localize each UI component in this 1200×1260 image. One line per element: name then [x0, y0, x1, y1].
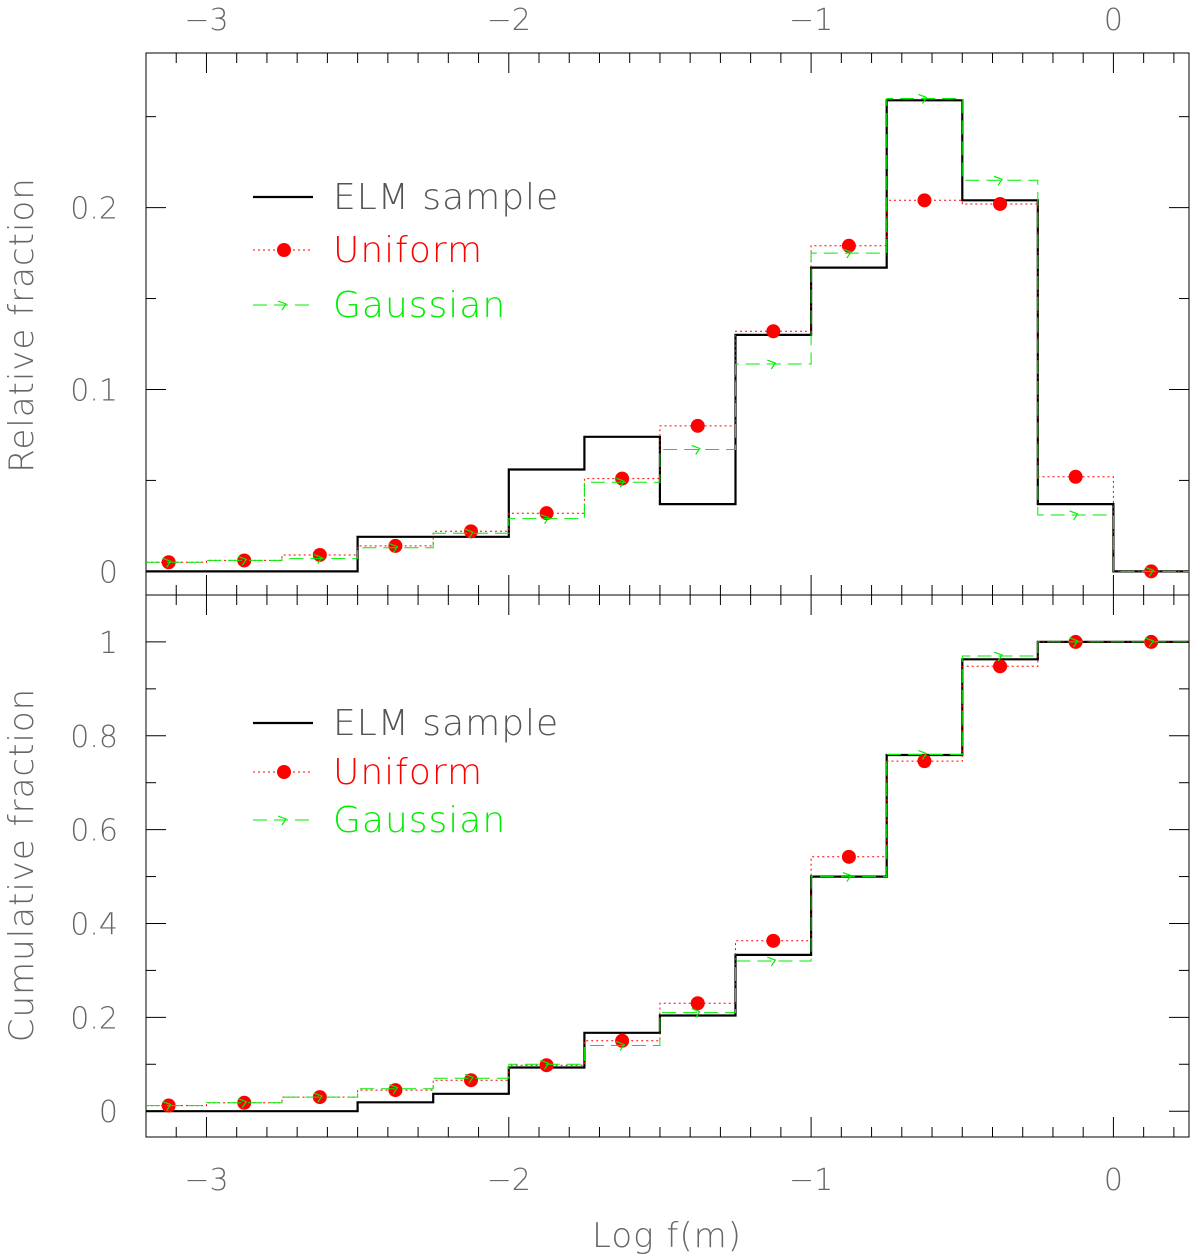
gaussian-point — [389, 1084, 399, 1095]
x-tick-label-bottom: −1 — [789, 1163, 833, 1198]
legend-gaussian-label: Gaussian — [333, 285, 506, 326]
gaussian-point — [842, 248, 852, 259]
y-tick-label: 0 — [99, 1095, 118, 1130]
uniform-point — [917, 754, 932, 769]
uniform-point — [1068, 469, 1083, 484]
gaussian-point — [313, 1092, 323, 1103]
x-tick-label-top: 0 — [1104, 3, 1123, 38]
x-tick-label-top: −2 — [487, 3, 531, 38]
legend-gaussian-label: Gaussian — [333, 800, 506, 841]
legend-gaussian-marker — [277, 300, 287, 311]
legend-gaussian-marker — [277, 815, 287, 826]
uniform-point — [993, 196, 1008, 211]
uniform-step-line — [146, 199, 1189, 572]
gaussian-point — [615, 477, 626, 488]
relative-fraction-panel: 0 0.1 0.2 −3 −2 −1 0 ELM sample Uniform Gaussian — [70, 3, 1190, 596]
x-tick-label-bottom: −2 — [487, 1163, 531, 1198]
elm-sample-step-line — [146, 99, 1189, 573]
gaussian-point — [464, 528, 474, 539]
uniform-point — [766, 933, 781, 948]
legend-uniform-label: Uniform — [333, 230, 483, 271]
gaussian-point — [767, 956, 777, 967]
uniform-point — [841, 849, 856, 864]
gaussian-point — [691, 1008, 701, 1018]
y-tick-label: 0.2 — [70, 192, 118, 227]
gaussian-point — [918, 93, 928, 104]
x-axis-label: Log f(m) — [592, 1216, 742, 1256]
plot-frame — [145, 594, 1190, 1138]
uniform-step-line — [146, 641, 1189, 1107]
y-axis-label-relative: Relative fraction — [2, 177, 42, 473]
gaussian-point — [540, 514, 550, 524]
legend-uniform-marker — [277, 765, 291, 779]
uniform-point — [917, 193, 932, 208]
x-tick-label-bottom: 0 — [1104, 1163, 1123, 1198]
legend-elm-sample-label: ELM sample — [333, 177, 559, 218]
uniform-point — [615, 1033, 630, 1048]
gaussian-point — [313, 554, 323, 564]
x-tick-label-top: −3 — [184, 3, 228, 38]
gaussian-point — [1144, 566, 1155, 577]
uniform-point — [690, 418, 705, 433]
gaussian-point — [464, 1073, 474, 1084]
gaussian-point — [615, 1040, 626, 1051]
legend-elm-sample-label: ELM sample — [333, 703, 559, 744]
gaussian-point — [162, 1100, 172, 1111]
gaussian-point — [238, 1098, 248, 1109]
plot-frame — [145, 52, 1190, 596]
uniform-point — [841, 238, 856, 253]
gaussian-point — [1069, 510, 1079, 521]
gaussian-point — [842, 871, 852, 882]
y-tick-label: 1 — [99, 626, 118, 661]
y-tick-label: 0 — [99, 555, 118, 590]
legend-uniform-marker — [277, 243, 291, 257]
gaussian-point — [162, 557, 172, 568]
legend-uniform-label: Uniform — [333, 752, 483, 793]
gaussian-point — [540, 1059, 550, 1070]
gaussian-point — [1069, 637, 1079, 648]
y-tick-label: 0.4 — [70, 907, 118, 942]
x-tick-label-bottom: −3 — [184, 1163, 228, 1198]
gaussian-point — [1144, 637, 1155, 648]
y-tick-label: 0.2 — [70, 1001, 118, 1036]
cumulative-fraction-panel: 0 0.2 0.4 0.6 0.8 1 −3 −2 −1 0 ELM sample Uniform Ga… — [70, 594, 1190, 1198]
gaussian-step-line — [146, 98, 1189, 572]
gaussian-point — [918, 749, 928, 760]
gaussian-point — [767, 359, 777, 370]
gaussian-point — [238, 555, 248, 566]
uniform-point — [539, 506, 554, 521]
uniform-point — [993, 659, 1008, 674]
x-tick-label-top: −1 — [789, 3, 833, 38]
gaussian-step-line — [146, 641, 1189, 1107]
gaussian-point — [389, 543, 399, 554]
gaussian-point — [993, 651, 1003, 662]
y-tick-label: 0.8 — [70, 720, 118, 755]
y-tick-label: 0.1 — [70, 373, 118, 408]
uniform-point — [690, 996, 705, 1011]
uniform-point — [766, 324, 781, 339]
y-tick-label: 0.6 — [70, 814, 118, 849]
elm-sample-step-line — [146, 640, 1189, 1113]
gaussian-point — [691, 444, 701, 455]
gaussian-point — [993, 175, 1003, 186]
y-axis-label-cumulative: Cumulative fraction — [2, 688, 42, 1042]
